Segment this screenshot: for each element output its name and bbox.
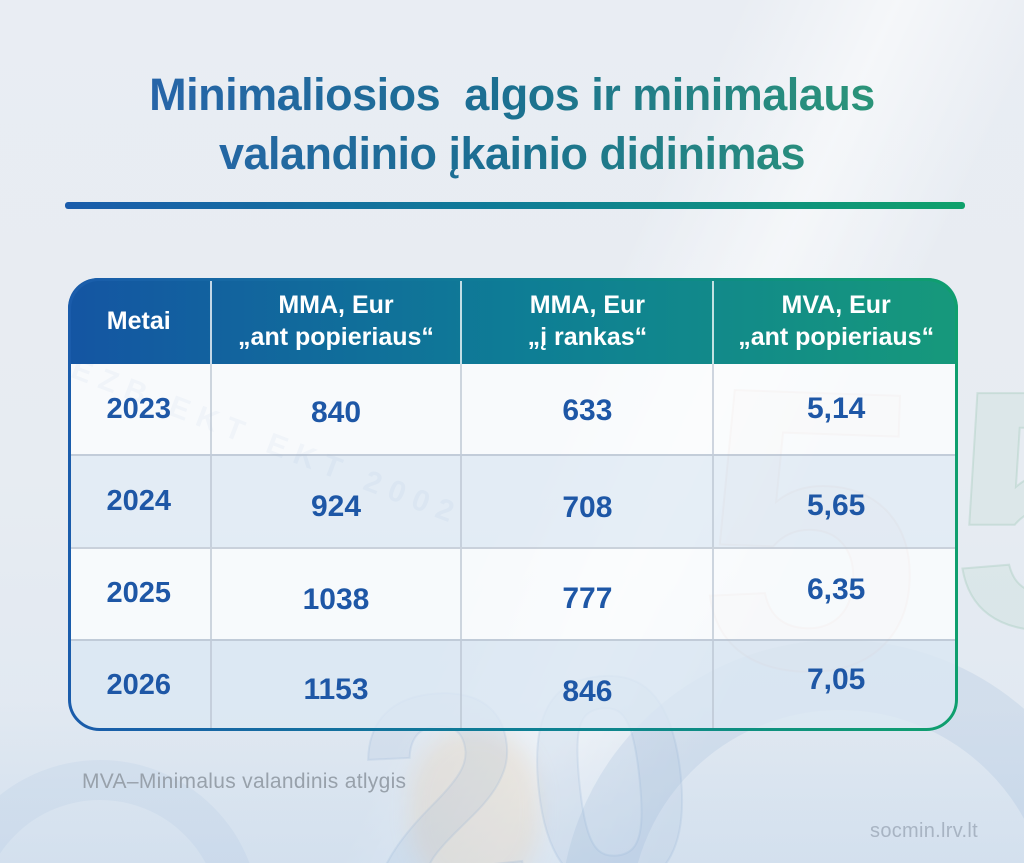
banknote-orange-watermark — [410, 730, 540, 863]
mva-gross-cell: 5,14 — [712, 364, 958, 455]
mma-net-cell: 633 — [460, 364, 712, 455]
mma-net-cell: 777 — [460, 548, 712, 639]
table-row: 2024 924 708 5,65 — [68, 454, 958, 547]
title-divider — [65, 202, 965, 209]
table-header-row: Metai MMA, Eur „ant popieriaus“ MMA, Eur… — [68, 278, 958, 364]
mma-net-cell: 846 — [460, 640, 712, 731]
mma-net-cell: 708 — [460, 456, 712, 547]
mma-gross-cell: 840 — [209, 364, 461, 455]
column-header-mma-net: MMA, Eur „į rankas“ — [460, 278, 712, 364]
table-row: 2023 840 633 5,14 — [68, 364, 958, 455]
table-body: 2023 840 633 5,14 2024 924 708 5,65 2025… — [68, 364, 958, 731]
abbreviation-footnote: MVA–Minimalus valandinis atlygis — [82, 770, 407, 793]
wage-table: Metai MMA, Eur „ant popieriaus“ MMA, Eur… — [68, 278, 958, 731]
mma-gross-cell: 1038 — [209, 548, 461, 639]
mva-gross-cell: 5,65 — [712, 456, 958, 547]
page-title: Minimaliosios algos ir minimalaus valand… — [0, 66, 1024, 183]
source-site-label: socmin.lrv.lt — [870, 820, 978, 842]
column-header-mma-gross: MMA, Eur „ant popieriaus“ — [209, 278, 461, 364]
banknote-digit-watermark: 5 — [951, 339, 1024, 681]
year-cell: 2025 — [106, 577, 171, 610]
year-cell: 2024 — [106, 484, 171, 517]
mva-gross-cell: 6,35 — [712, 548, 958, 639]
table-row: 2026 1153 846 7,05 — [68, 638, 958, 731]
page-title-line1: Minimaliosios algos ir minimalaus — [149, 69, 875, 120]
page-title-line2: valandinio įkainio didinimas — [218, 127, 806, 179]
column-header-mva-gross: MVA, Eur „ant popieriaus“ — [712, 278, 958, 364]
wage-table-body: Metai MMA, Eur „ant popieriaus“ MMA, Eur… — [68, 278, 958, 731]
year-cell: 2026 — [106, 669, 171, 702]
mma-gross-cell: 924 — [209, 456, 461, 547]
column-header-metai: Metai — [106, 306, 171, 335]
mva-gross-cell: 7,05 — [712, 640, 958, 731]
table-row: 2025 1038 777 6,35 — [68, 546, 958, 639]
mma-gross-cell: 1153 — [209, 640, 461, 731]
year-cell: 2023 — [106, 392, 171, 425]
